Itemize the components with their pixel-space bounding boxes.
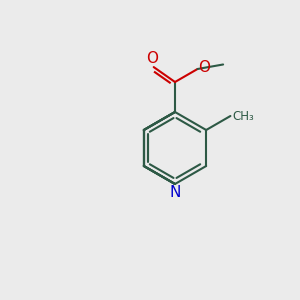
Text: O: O [146,51,158,66]
Text: CH₃: CH₃ [232,110,254,122]
Text: N: N [169,185,181,200]
Text: O: O [199,61,211,76]
